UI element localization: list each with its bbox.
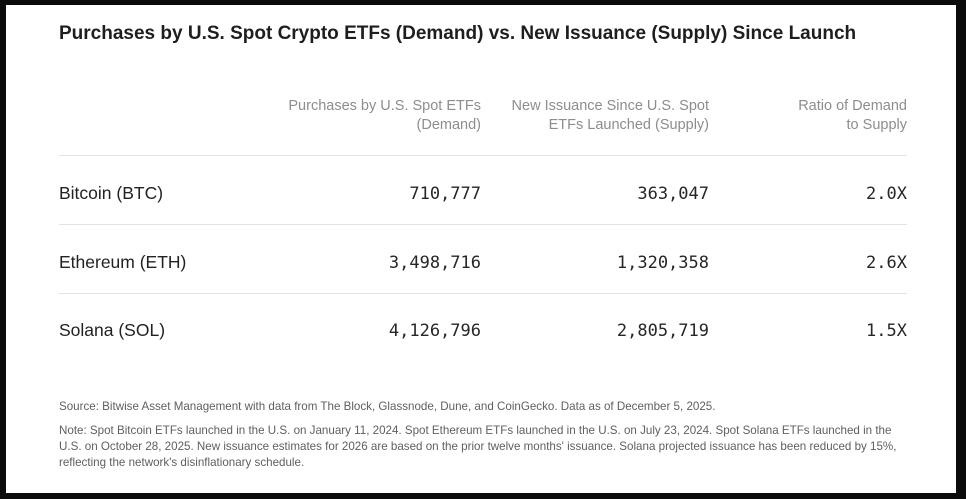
chart-title: Purchases by U.S. Spot Crypto ETFs (Dema… (59, 23, 857, 44)
column-header-ratio-line1: Ratio of Demand (798, 98, 907, 114)
row-label-btc: Bitcoin (BTC) (59, 183, 164, 203)
column-header-supply: New Issuance Since U.S. Spot ETFs Launch… (479, 97, 709, 135)
column-header-supply-line2: ETFs Launched (Supply) (548, 117, 709, 133)
chart-card: Purchases by U.S. Spot Crypto ETFs (Dema… (6, 5, 956, 493)
cell-eth-supply: 1,320,358 (616, 253, 709, 273)
cell-eth-demand: 3,498,716 (388, 253, 481, 273)
column-header-demand: Purchases by U.S. Spot ETFs (Demand) (251, 97, 481, 135)
row-label-eth: Ethereum (ETH) (59, 252, 187, 272)
column-header-ratio: Ratio of Demand to Supply (737, 97, 907, 135)
cell-btc-supply: 363,047 (637, 184, 709, 204)
column-header-ratio-line2: to Supply (846, 117, 907, 133)
header-divider (59, 155, 907, 156)
row-label-sol: Solana (SOL) (59, 320, 166, 340)
row-divider (59, 224, 907, 225)
cell-eth-ratio: 2.6X (866, 253, 907, 273)
cell-sol-ratio: 1.5X (866, 321, 907, 341)
row-divider (59, 293, 907, 294)
cell-sol-demand: 4,126,796 (388, 321, 481, 341)
column-header-demand-line2: (Demand) (416, 117, 481, 133)
source-note: Source: Bitwise Asset Management with da… (59, 400, 716, 413)
cell-btc-demand: 710,777 (409, 184, 481, 204)
cell-btc-ratio: 2.0X (866, 184, 907, 204)
footnote: Note: Spot Bitcoin ETFs launched in the … (59, 424, 897, 469)
cell-sol-supply: 2,805,719 (616, 321, 709, 341)
column-header-demand-line1: Purchases by U.S. Spot ETFs (288, 98, 481, 114)
column-header-supply-line1: New Issuance Since U.S. Spot (511, 98, 709, 114)
